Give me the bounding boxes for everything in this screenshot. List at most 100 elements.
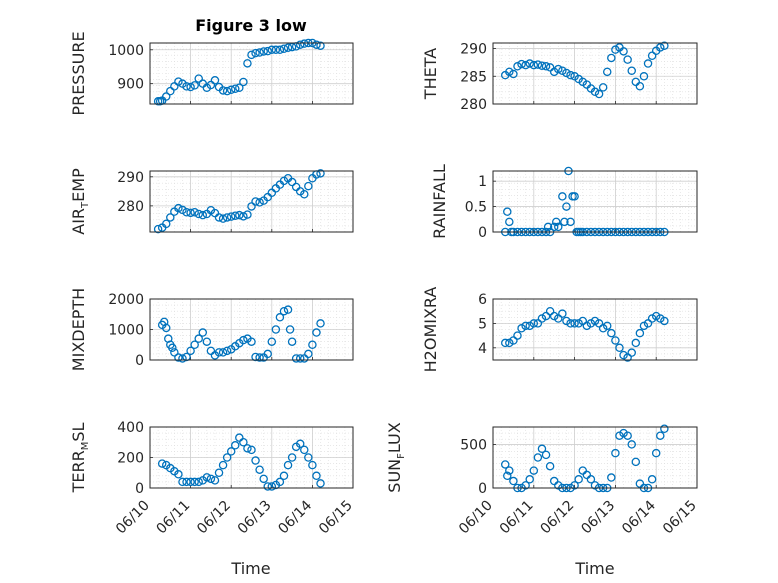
data-point bbox=[182, 207, 191, 217]
x-tick-label: 06/11 bbox=[497, 498, 537, 538]
data-point bbox=[533, 453, 543, 462]
data-point bbox=[218, 86, 228, 95]
data-point bbox=[182, 477, 191, 487]
data-point bbox=[287, 337, 297, 346]
subplot-6: 4 5 6 H2OMIXRA bbox=[421, 287, 698, 373]
data-point bbox=[656, 431, 665, 440]
data-point bbox=[206, 474, 216, 484]
data-point bbox=[283, 460, 293, 470]
data-point bbox=[562, 68, 571, 78]
data-point bbox=[222, 346, 232, 356]
data-point bbox=[611, 448, 620, 458]
data-point bbox=[619, 47, 628, 56]
data-point bbox=[170, 348, 179, 357]
data-point bbox=[543, 222, 553, 232]
data-point bbox=[251, 48, 260, 58]
data-point bbox=[231, 211, 240, 220]
data-point bbox=[503, 471, 512, 481]
data-point bbox=[218, 214, 228, 223]
data-point bbox=[517, 59, 526, 69]
y-axis-label: SUNFLUX bbox=[385, 422, 407, 492]
y-tick-label: 900 bbox=[117, 77, 144, 93]
data-point bbox=[231, 84, 240, 94]
data-point bbox=[214, 213, 224, 222]
y-tick-label: 290 bbox=[460, 42, 487, 58]
x-tick-label: 06/14 bbox=[619, 497, 659, 537]
data-point bbox=[166, 213, 175, 222]
y-axis-label: MIXDEPTH bbox=[69, 288, 88, 371]
data-point bbox=[190, 207, 199, 217]
data-point bbox=[570, 481, 579, 490]
axes-box bbox=[492, 426, 698, 489]
data-point bbox=[255, 353, 264, 362]
data-point bbox=[545, 461, 555, 471]
data-point bbox=[210, 76, 220, 85]
data-point bbox=[566, 217, 575, 227]
data-point bbox=[263, 349, 272, 359]
data-point bbox=[505, 217, 514, 227]
x-tick-label: 06/15 bbox=[316, 498, 356, 538]
data-point bbox=[503, 207, 512, 216]
axes-box bbox=[149, 298, 354, 361]
data-point bbox=[513, 62, 522, 71]
data-point bbox=[287, 453, 297, 462]
data-point bbox=[267, 482, 277, 491]
y-tick-label: 400 bbox=[117, 420, 144, 436]
y-tick-label: 290 bbox=[117, 170, 144, 186]
data-point bbox=[602, 67, 612, 77]
data-point bbox=[275, 477, 285, 487]
data-point bbox=[255, 198, 264, 207]
data-point bbox=[545, 306, 555, 316]
y-axis-label: H2OMIXRA bbox=[421, 287, 440, 373]
data-point bbox=[178, 477, 187, 487]
data-point bbox=[247, 337, 256, 346]
data-point bbox=[623, 431, 632, 440]
data-point bbox=[251, 456, 260, 465]
data-point bbox=[615, 343, 624, 353]
data-point bbox=[602, 321, 612, 331]
data-point bbox=[623, 353, 632, 362]
data-point bbox=[541, 62, 551, 71]
data-point bbox=[521, 481, 530, 490]
data-point bbox=[525, 59, 534, 68]
data-point bbox=[255, 48, 264, 57]
data-point bbox=[174, 353, 183, 362]
y-axis-label: TERRMSL bbox=[69, 423, 91, 494]
data-point bbox=[631, 338, 641, 348]
data-point bbox=[239, 77, 248, 87]
data-point bbox=[283, 43, 293, 52]
data-point bbox=[275, 45, 285, 55]
data-point bbox=[168, 343, 177, 353]
data-point bbox=[157, 459, 167, 468]
data-point bbox=[161, 219, 171, 229]
x-tick-label: 06/12 bbox=[194, 498, 234, 538]
subplot-8: 0 500 SUNFLUX 06/10 06/11 06/12 06/13 06/14 06/1… bbox=[385, 422, 700, 537]
data-point bbox=[533, 60, 543, 69]
data-point bbox=[509, 476, 518, 486]
data-point bbox=[312, 40, 321, 49]
data-point bbox=[304, 181, 313, 191]
data-point bbox=[558, 66, 567, 75]
data-point bbox=[570, 319, 579, 328]
data-point bbox=[308, 460, 317, 470]
data-point bbox=[279, 306, 289, 316]
data-point bbox=[635, 82, 645, 91]
data-point bbox=[566, 70, 575, 80]
data-point bbox=[259, 474, 268, 484]
data-point bbox=[560, 217, 569, 227]
data-point bbox=[161, 92, 171, 101]
data-point bbox=[647, 475, 657, 484]
data-point bbox=[513, 331, 522, 340]
data-point bbox=[251, 352, 260, 362]
y-tick-label: 280 bbox=[460, 97, 487, 113]
data-point bbox=[529, 60, 539, 70]
data-point bbox=[186, 477, 195, 487]
data-point bbox=[316, 169, 325, 178]
data-point bbox=[231, 441, 240, 450]
data-point bbox=[651, 448, 661, 458]
data-point bbox=[660, 41, 669, 51]
data-point bbox=[509, 69, 518, 79]
x-tick-label: 06/15 bbox=[660, 498, 700, 538]
data-point bbox=[174, 77, 183, 86]
y-axis-label: RAINFALL bbox=[430, 164, 449, 239]
